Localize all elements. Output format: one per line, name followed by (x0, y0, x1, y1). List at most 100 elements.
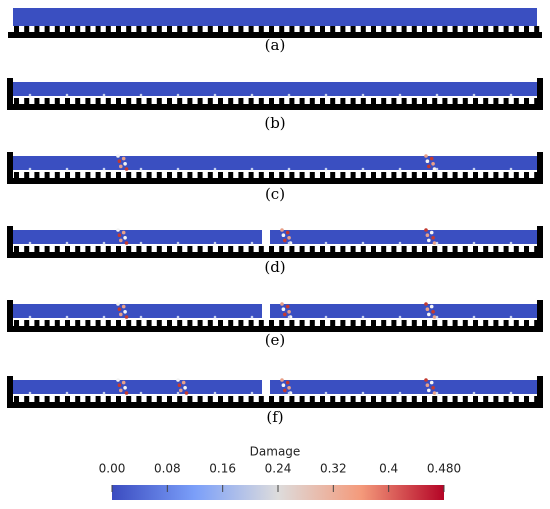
tooth (309, 246, 315, 253)
tooth (207, 172, 213, 179)
tooth (269, 98, 274, 105)
tooth (371, 98, 376, 105)
damage-particle (287, 167, 291, 171)
tooth (493, 396, 499, 403)
tooth (85, 396, 91, 403)
crack-particle (117, 159, 122, 163)
tooth (452, 320, 458, 327)
tooth (340, 246, 346, 253)
tooth (422, 396, 427, 403)
tooth (462, 172, 468, 179)
tooth (238, 320, 244, 327)
tooth (524, 396, 529, 403)
damage-particle (287, 93, 291, 97)
tooth (330, 98, 336, 105)
crack-particle (285, 380, 290, 385)
tooth (493, 26, 499, 33)
crack-particle (280, 378, 284, 382)
tooth (24, 320, 30, 327)
crack-particle (425, 307, 430, 312)
tooth (330, 320, 336, 327)
damage-particle (287, 315, 291, 319)
tooth (187, 26, 193, 33)
tooth (116, 396, 121, 403)
tooth (248, 98, 254, 105)
tooth (483, 98, 489, 105)
tooth (34, 246, 40, 253)
tooth (177, 320, 183, 327)
damage-particle (213, 241, 217, 245)
tooth (299, 172, 305, 179)
tooth (340, 98, 346, 105)
tooth (309, 26, 315, 33)
tooth (513, 396, 519, 403)
base (8, 402, 542, 408)
panel-label: (b) (264, 114, 285, 132)
tooth (381, 320, 387, 327)
tooth (483, 172, 489, 179)
damage-particle (102, 315, 106, 319)
tooth (299, 320, 305, 327)
tooth (44, 26, 50, 33)
damage-particle (509, 167, 513, 171)
tooth (452, 172, 458, 179)
crack-particle (121, 156, 126, 161)
tooth (258, 98, 264, 105)
tooth (381, 172, 387, 179)
damage-particle (65, 167, 69, 171)
panel-label: (c) (265, 185, 285, 203)
crack-particle (280, 228, 284, 232)
tooth (34, 320, 40, 327)
tooth (238, 396, 244, 403)
crack-particle (177, 383, 182, 388)
tooth (248, 26, 254, 33)
damage-particle (250, 167, 254, 171)
tooth (146, 172, 152, 179)
tooth (228, 396, 234, 403)
damage-particle (324, 241, 328, 245)
tooth (228, 246, 234, 253)
tooth (116, 246, 121, 253)
tooth (299, 26, 305, 33)
slab (13, 82, 537, 96)
tooth (207, 320, 213, 327)
tooth (350, 246, 356, 253)
simulation-panel (7, 152, 543, 184)
tooth (136, 246, 142, 253)
tooth (75, 172, 81, 179)
tooth (126, 396, 132, 403)
tooth (146, 98, 152, 105)
tooth (218, 172, 223, 179)
tooth (401, 26, 407, 33)
tooth (95, 320, 101, 327)
tooth (187, 172, 193, 179)
tooth (391, 98, 397, 105)
tooth (422, 246, 427, 253)
damage-particle (176, 241, 180, 245)
tooth (401, 98, 407, 105)
tooth (228, 320, 234, 327)
crack-particle (431, 310, 435, 314)
simulation-panel (7, 300, 543, 332)
tooth (534, 172, 540, 179)
tooth (228, 98, 234, 105)
tooth (34, 172, 40, 179)
tooth (156, 396, 162, 403)
left-wall (7, 78, 13, 110)
tooth (238, 172, 244, 179)
tooth (126, 98, 132, 105)
tooth (320, 98, 325, 105)
tooth (116, 98, 121, 105)
tooth (411, 172, 417, 179)
tooth (391, 172, 397, 179)
tooth (534, 98, 540, 105)
tooth (156, 246, 162, 253)
tooth (401, 320, 407, 327)
damage-particle (398, 391, 402, 395)
damage-particle (176, 315, 180, 319)
damage-particle (250, 241, 254, 245)
tooth (156, 98, 162, 105)
damage-particle (509, 93, 513, 97)
tooth (381, 26, 387, 33)
